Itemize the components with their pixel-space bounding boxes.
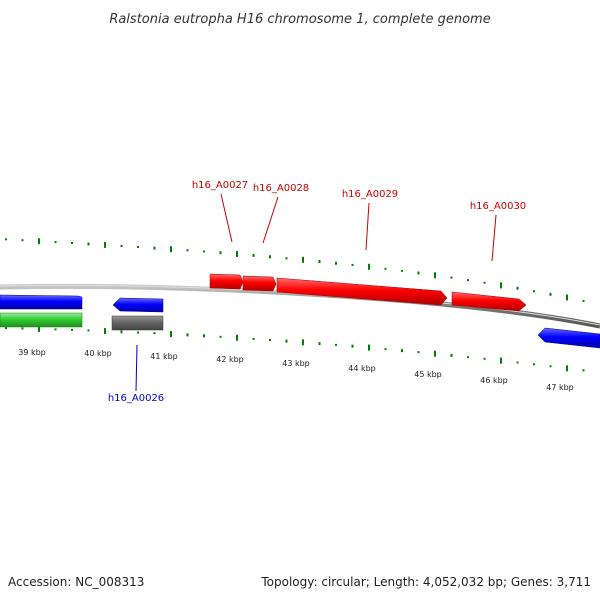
gene-label-h16-A0028[interactable]: h16_A0028 (253, 183, 309, 194)
scale-label: 39 kbp (18, 348, 46, 357)
gene-h16-A0026[interactable] (112, 297, 164, 313)
label-line-h16-A0030 (491, 214, 497, 262)
gene-h16-A0028[interactable] (242, 275, 277, 292)
scale-label: 44 kbp (348, 364, 376, 373)
gene-h16-A0027[interactable] (209, 273, 244, 290)
genome-summary-text: Topology: circular; Length: 4,052,032 bp… (260, 575, 591, 589)
scale-labels: 39 kbp 40 kbp 41 kbp 42 kbp 43 kbp 44 kb… (18, 348, 574, 392)
scale-label: 40 kbp (84, 349, 112, 358)
scale-label: 46 kbp (480, 376, 508, 385)
rna-gene-left[interactable] (0, 312, 83, 328)
gene-reverse-right[interactable] (537, 327, 600, 349)
label-line-h16-A0026 (135, 344, 138, 392)
gene-label-h16-A0027[interactable]: h16_A0027 (192, 180, 248, 191)
gc-content-track-outer (5, 238, 585, 302)
scale-label: 45 kbp (414, 370, 442, 379)
scale-label: 42 kbp (216, 355, 244, 364)
accession-text: Accession: NC_008313 (8, 575, 144, 589)
label-line-h16-A0028 (262, 196, 279, 244)
gene-h16-A0029[interactable] (276, 277, 448, 306)
gene-label-h16-A0026[interactable]: h16_A0026 (108, 393, 164, 404)
gene-label-h16-A0029[interactable]: h16_A0029 (342, 189, 398, 200)
map-title: Ralstonia eutropha H16 chromosome 1, com… (109, 12, 490, 27)
scale-label: 43 kbp (282, 359, 310, 368)
pseudo-gene[interactable] (111, 315, 164, 331)
gene-label-h16-A0030[interactable]: h16_A0030 (470, 201, 526, 212)
gc-content-track-inner (5, 325, 585, 372)
label-line-h16-A0029 (365, 202, 370, 251)
scale-label: 47 kbp (546, 383, 574, 392)
gene-h16-A0030[interactable] (451, 291, 527, 312)
scale-label: 41 kbp (150, 352, 178, 361)
label-line-h16-A0027 (220, 193, 233, 243)
gene-reverse-left[interactable] (0, 294, 83, 310)
